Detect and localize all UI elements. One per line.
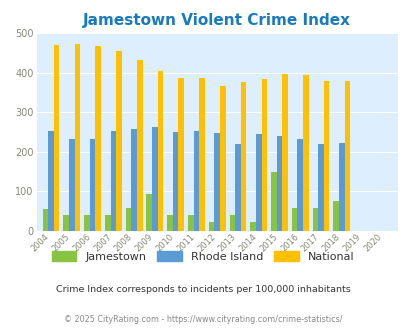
Bar	[271, 172, 276, 231]
Bar	[220, 86, 225, 231]
Bar	[131, 129, 136, 231]
Bar	[136, 60, 142, 231]
Bar	[240, 82, 246, 231]
Bar	[261, 79, 266, 231]
Bar	[344, 81, 350, 231]
Legend: Jamestown, Rhode Island, National: Jamestown, Rhode Island, National	[47, 247, 358, 266]
Bar	[214, 133, 220, 231]
Bar	[333, 201, 338, 231]
Bar	[173, 132, 178, 231]
Bar	[105, 215, 110, 231]
Bar	[229, 215, 234, 231]
Bar	[90, 139, 95, 231]
Bar	[199, 78, 205, 231]
Bar	[276, 136, 281, 231]
Bar	[338, 143, 344, 231]
Bar	[281, 74, 287, 231]
Title: Jamestown Violent Crime Index: Jamestown Violent Crime Index	[83, 13, 350, 28]
Bar	[255, 134, 261, 231]
Bar	[297, 139, 303, 231]
Bar	[291, 208, 297, 231]
Bar	[318, 144, 323, 231]
Bar	[167, 215, 173, 231]
Bar	[234, 144, 240, 231]
Text: © 2025 CityRating.com - https://www.cityrating.com/crime-statistics/: © 2025 CityRating.com - https://www.city…	[64, 315, 341, 324]
Bar	[84, 215, 90, 231]
Bar	[110, 131, 116, 231]
Bar	[146, 194, 152, 231]
Bar	[75, 44, 80, 231]
Bar	[95, 46, 101, 231]
Bar	[250, 222, 255, 231]
Bar	[178, 78, 183, 231]
Bar	[152, 127, 157, 231]
Bar	[193, 131, 199, 231]
Bar	[188, 215, 193, 231]
Bar	[43, 209, 48, 231]
Bar	[312, 208, 318, 231]
Bar	[116, 51, 121, 231]
Bar	[54, 45, 60, 231]
Text: Crime Index corresponds to incidents per 100,000 inhabitants: Crime Index corresponds to incidents per…	[55, 285, 350, 294]
Bar	[63, 215, 69, 231]
Bar	[303, 75, 308, 231]
Bar	[69, 139, 75, 231]
Bar	[157, 71, 163, 231]
Bar	[48, 131, 54, 231]
Bar	[126, 208, 131, 231]
Bar	[323, 81, 328, 231]
Bar	[208, 222, 214, 231]
